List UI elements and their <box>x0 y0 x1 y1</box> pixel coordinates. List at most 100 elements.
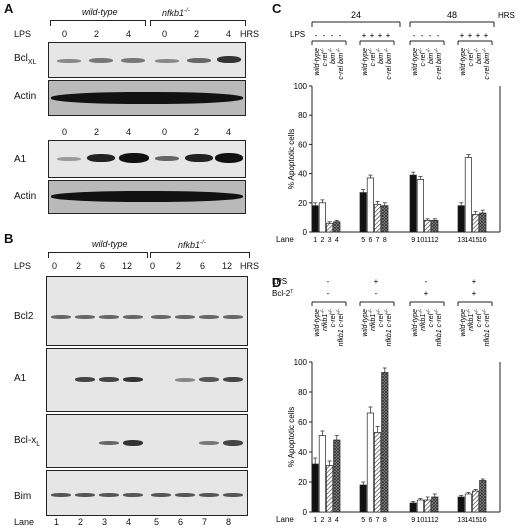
genotype-label: wild-type <box>362 48 369 76</box>
y-tick-label: 80 <box>298 388 307 397</box>
genotype-label: nfkb1 c-rel-/- <box>336 309 345 347</box>
lane-number: 12 <box>431 237 439 244</box>
western-blot-actin <box>48 80 246 116</box>
time-label: 2 <box>76 261 82 271</box>
lps-sign: - <box>339 31 342 40</box>
bar <box>409 502 417 513</box>
y-tick-label: 60 <box>298 140 307 149</box>
genotype-superscript: -/- <box>466 309 472 314</box>
y-tick-label: 20 <box>298 478 307 487</box>
y-tick-label: 0 <box>303 228 308 237</box>
genotype-label: c-rel-/- <box>466 48 475 67</box>
bar <box>424 219 432 233</box>
bar <box>374 203 382 233</box>
lane-number: 15 <box>472 237 480 244</box>
panel-a-bracket-ko <box>150 20 246 26</box>
lps-sign: - <box>323 31 326 40</box>
genotype-label: nfkb1-/- <box>418 309 427 331</box>
bar <box>326 465 334 513</box>
panel-c-bars <box>311 154 487 233</box>
lps-sign: - <box>425 277 428 286</box>
genotype-superscript: -/- <box>336 48 342 53</box>
panel-b-letter: B <box>4 231 14 246</box>
lane-number: 1 <box>313 237 317 244</box>
genotype-label: c-rel-/- <box>418 48 427 67</box>
lane-number: 9 <box>411 237 415 244</box>
bar <box>374 432 382 513</box>
panel-a-hrs-label: HRS <box>240 29 260 39</box>
bar <box>318 202 326 233</box>
hrs-label: HRS <box>498 11 515 20</box>
lane-number: 4 <box>335 237 339 244</box>
bar <box>359 484 367 513</box>
genotype-superscript: -/- <box>474 48 480 53</box>
bar <box>381 205 389 233</box>
genotype-label: c-rel bim-/- <box>384 48 393 80</box>
genotype-label: wild-type <box>412 48 419 76</box>
lane-axis-label: Lane <box>276 515 294 524</box>
genotype-superscript: -/- <box>384 309 390 314</box>
genotype-label: bim-/- <box>376 48 385 64</box>
lane-label: 7 <box>202 517 208 527</box>
y-axis-label: % Apoptotic cells <box>287 407 296 467</box>
genotype-superscript: -/- <box>418 48 424 53</box>
western-blot-a1-b <box>46 348 248 412</box>
bar <box>472 490 480 513</box>
panel-b-bracket-ko <box>150 252 250 258</box>
genotype-label: c-rel-/- <box>474 309 483 328</box>
blot-label-bclxl-b: Bcl-xL <box>14 435 41 449</box>
genotype-label: nfkb1-/- <box>466 309 475 331</box>
panel-b-group-wt: wild-type <box>92 239 128 249</box>
genotype-label: wild-type <box>460 48 467 76</box>
bar <box>409 174 417 233</box>
lane-number: 16 <box>479 237 487 244</box>
western-blot-bim <box>46 470 248 516</box>
lps-sign: + <box>476 31 481 40</box>
time-label: 0 <box>52 261 58 271</box>
time-label-24: 24 <box>351 10 361 20</box>
bcl2-sign: - <box>375 289 378 298</box>
y-tick-label: 100 <box>294 82 308 91</box>
time-label: 6 <box>200 261 206 271</box>
lane-number: 7 <box>376 517 380 524</box>
lps-sign: + <box>484 31 489 40</box>
bar <box>431 219 439 233</box>
y-tick-label: 60 <box>298 418 307 427</box>
genotype-superscript: -/- <box>328 48 334 53</box>
lps-sign: - <box>413 31 416 40</box>
bcl2-sign: + <box>472 289 477 298</box>
bar <box>333 221 341 233</box>
panel-b-group-ko: nfkb1-/- <box>178 240 206 250</box>
blot-label-a1: A1 <box>14 154 27 165</box>
lane-number: 14 <box>465 237 473 244</box>
blot-label-a1-b: A1 <box>14 373 27 384</box>
bar <box>311 205 319 233</box>
lane-number: 14 <box>465 517 473 524</box>
lane-number: 15 <box>472 517 480 524</box>
lane-label: 6 <box>178 517 184 527</box>
lane-number: 13 <box>457 517 465 524</box>
bar <box>479 212 487 233</box>
bar <box>366 412 374 513</box>
lane-number: 2 <box>320 237 324 244</box>
genotype-superscript: -/- <box>320 48 326 53</box>
bcl2-superscript: T <box>290 289 293 295</box>
time-label: 2 <box>176 261 182 271</box>
bar <box>381 372 389 513</box>
time-label: 12 <box>222 261 233 271</box>
lps-sign: - <box>421 31 424 40</box>
lps-sign: + <box>362 31 367 40</box>
lane-label: 4 <box>126 517 132 527</box>
lps-sign: + <box>374 277 379 286</box>
genotype-superscript: -/- <box>336 309 342 314</box>
lane-number: 2 <box>320 517 324 524</box>
genotype-label: nfkb1 c-rel-/- <box>434 309 443 347</box>
lane-number: 11 <box>424 517 431 524</box>
genotype-label: c-rel-/- <box>426 309 435 328</box>
lps-sign: + <box>468 31 473 40</box>
genotype-superscript: -/- <box>474 309 480 314</box>
bar <box>457 205 465 233</box>
